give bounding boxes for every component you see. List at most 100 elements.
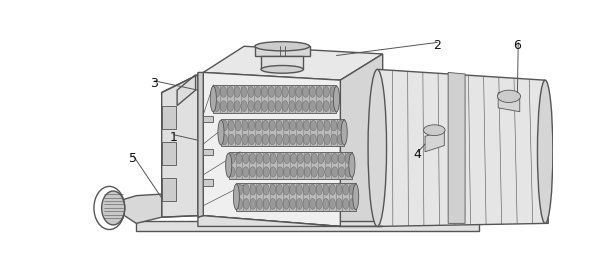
Ellipse shape — [270, 167, 276, 177]
Ellipse shape — [290, 120, 296, 131]
Ellipse shape — [309, 86, 315, 97]
Ellipse shape — [276, 120, 282, 131]
Ellipse shape — [424, 125, 445, 136]
Ellipse shape — [256, 120, 262, 131]
Ellipse shape — [263, 167, 269, 177]
Polygon shape — [177, 75, 196, 106]
Ellipse shape — [263, 184, 269, 195]
Ellipse shape — [283, 120, 289, 131]
Ellipse shape — [343, 184, 349, 195]
Ellipse shape — [254, 101, 261, 112]
Text: 3: 3 — [150, 77, 158, 90]
Ellipse shape — [243, 167, 249, 177]
Ellipse shape — [276, 134, 282, 145]
Bar — [203, 180, 213, 186]
Ellipse shape — [275, 86, 282, 97]
Ellipse shape — [316, 101, 322, 112]
Text: 1: 1 — [169, 131, 177, 144]
Ellipse shape — [262, 101, 268, 112]
Ellipse shape — [323, 198, 329, 209]
Ellipse shape — [296, 184, 302, 195]
Ellipse shape — [225, 153, 232, 177]
Ellipse shape — [303, 198, 309, 209]
Ellipse shape — [254, 86, 261, 97]
Ellipse shape — [331, 134, 337, 145]
Ellipse shape — [298, 167, 304, 177]
Polygon shape — [425, 130, 444, 152]
Bar — [261, 56, 304, 69]
Ellipse shape — [243, 153, 249, 164]
Ellipse shape — [498, 90, 521, 103]
Ellipse shape — [236, 153, 242, 164]
Ellipse shape — [237, 184, 243, 195]
Ellipse shape — [346, 167, 352, 177]
Ellipse shape — [330, 101, 336, 112]
Ellipse shape — [325, 153, 331, 164]
Ellipse shape — [235, 120, 241, 131]
Ellipse shape — [249, 134, 255, 145]
Ellipse shape — [349, 184, 355, 195]
Polygon shape — [161, 75, 198, 217]
Ellipse shape — [304, 153, 310, 164]
Polygon shape — [377, 69, 548, 227]
Text: 5: 5 — [129, 152, 137, 165]
Ellipse shape — [250, 184, 256, 195]
Ellipse shape — [324, 120, 330, 131]
Ellipse shape — [210, 86, 216, 112]
Polygon shape — [136, 221, 479, 231]
Ellipse shape — [229, 153, 235, 164]
Ellipse shape — [227, 86, 233, 97]
Polygon shape — [198, 72, 203, 217]
Ellipse shape — [243, 198, 249, 209]
Ellipse shape — [309, 101, 315, 112]
Ellipse shape — [330, 86, 336, 97]
Ellipse shape — [296, 101, 302, 112]
Ellipse shape — [249, 120, 255, 131]
Bar — [221, 119, 344, 146]
Ellipse shape — [323, 86, 330, 97]
Ellipse shape — [290, 134, 296, 145]
Ellipse shape — [349, 153, 355, 177]
Ellipse shape — [368, 69, 387, 227]
Polygon shape — [341, 54, 383, 227]
Ellipse shape — [291, 167, 297, 177]
Ellipse shape — [241, 101, 247, 112]
Ellipse shape — [262, 134, 269, 145]
Ellipse shape — [102, 191, 124, 225]
Ellipse shape — [338, 120, 344, 131]
Ellipse shape — [277, 167, 283, 177]
Ellipse shape — [221, 120, 227, 131]
Ellipse shape — [323, 184, 329, 195]
Ellipse shape — [303, 184, 309, 195]
Ellipse shape — [343, 198, 349, 209]
Ellipse shape — [331, 167, 338, 177]
Ellipse shape — [248, 86, 254, 97]
Ellipse shape — [336, 198, 342, 209]
Ellipse shape — [229, 167, 235, 177]
Ellipse shape — [283, 198, 289, 209]
Polygon shape — [448, 72, 465, 223]
Ellipse shape — [263, 198, 269, 209]
Ellipse shape — [290, 198, 296, 209]
Bar — [161, 106, 176, 129]
Ellipse shape — [221, 134, 227, 145]
Ellipse shape — [289, 101, 295, 112]
Ellipse shape — [284, 167, 290, 177]
Polygon shape — [498, 92, 520, 112]
Ellipse shape — [304, 167, 310, 177]
Ellipse shape — [346, 153, 352, 164]
Ellipse shape — [537, 80, 553, 223]
Ellipse shape — [228, 120, 234, 131]
Ellipse shape — [255, 42, 309, 51]
Ellipse shape — [256, 167, 262, 177]
Ellipse shape — [291, 153, 297, 164]
Ellipse shape — [296, 198, 302, 209]
Ellipse shape — [236, 167, 242, 177]
Ellipse shape — [256, 134, 262, 145]
Ellipse shape — [316, 86, 322, 97]
Ellipse shape — [324, 134, 330, 145]
Ellipse shape — [310, 134, 317, 145]
Bar — [203, 116, 213, 122]
Ellipse shape — [325, 167, 331, 177]
Ellipse shape — [339, 167, 345, 177]
